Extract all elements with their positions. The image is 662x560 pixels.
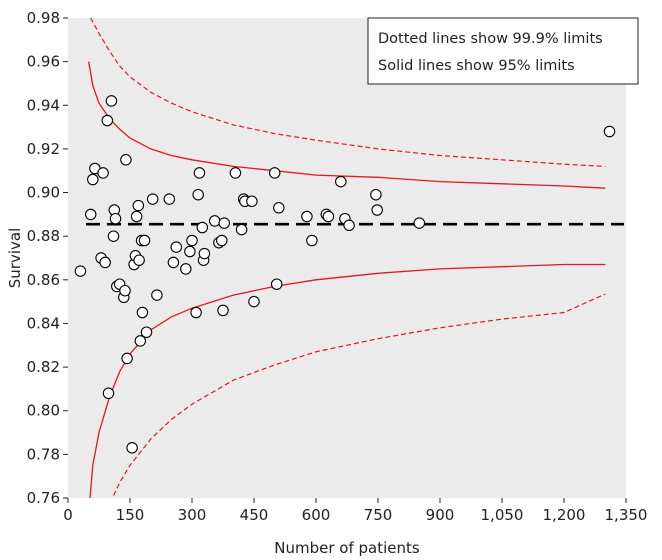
y-tick-label: 0.92 (27, 140, 60, 158)
data-point (218, 217, 230, 229)
data-point (322, 210, 335, 223)
data-point (335, 175, 347, 188)
y-tick-label: 0.90 (27, 184, 60, 202)
legend-box (367, 17, 639, 85)
lower-95-limit-line (89, 263, 606, 498)
data-point (121, 352, 133, 365)
data-point (99, 256, 111, 269)
data-point (193, 167, 206, 179)
data-point (208, 215, 221, 227)
x-axis-label: Number of patients (274, 539, 420, 557)
y-tick-label: 0.84 (27, 314, 60, 332)
data-point (301, 210, 313, 223)
data-point (246, 195, 258, 208)
y-tick-label: 0.96 (27, 53, 60, 71)
data-point (217, 304, 229, 317)
legend: Dotted lines show 99.9% limits Solid lin… (367, 17, 639, 85)
x-tick-label: 300 (178, 506, 207, 524)
data-point (126, 442, 138, 454)
x-tick-label: 750 (364, 506, 393, 524)
data-point (138, 234, 151, 247)
data-point (371, 204, 383, 216)
data-point (603, 125, 616, 138)
y-tick-label: 0.86 (27, 271, 60, 289)
data-point (216, 234, 228, 247)
x-tick-label: 1,350 (605, 506, 648, 524)
data-point (130, 210, 143, 223)
y-tick-label: 0.98 (27, 9, 60, 27)
data-point (186, 234, 198, 247)
data-point (102, 387, 115, 400)
control-limits (88, 18, 606, 498)
data-point (180, 263, 192, 275)
data-point (163, 193, 176, 205)
data-point (74, 265, 87, 277)
lower-999-limit-line (111, 293, 606, 498)
data-point (97, 167, 109, 179)
data-point (343, 219, 355, 232)
data-point (248, 295, 260, 308)
data-point (120, 154, 132, 166)
x-tick-label: 600 (302, 506, 331, 524)
data-point (184, 245, 196, 258)
data-point (140, 326, 153, 338)
data-point (196, 221, 209, 234)
data-point (413, 217, 426, 229)
upper-999-limit-line (90, 18, 606, 167)
data-point (134, 335, 147, 347)
data-point (105, 95, 118, 107)
upper-95-limit-line (88, 61, 606, 189)
y-tick-label: 0.78 (27, 445, 60, 463)
legend-text-95-limits: Solid lines show 95% limits (378, 58, 575, 74)
x-tick-label: 450 (240, 506, 269, 524)
data-point (170, 241, 183, 253)
data-point (370, 188, 382, 201)
data-point (146, 193, 159, 205)
data-point (306, 234, 318, 247)
data-point (107, 230, 120, 242)
data-point (190, 306, 202, 319)
x-tick-label: 150 (116, 506, 145, 524)
data-point (198, 247, 211, 260)
y-tick-label: 0.94 (27, 96, 60, 114)
data-point (167, 256, 180, 269)
y-tick-label: 0.76 (27, 489, 60, 507)
data-point (101, 114, 114, 127)
data-point (268, 167, 281, 179)
x-tick-label: 0 (63, 506, 73, 524)
data-point (235, 223, 248, 236)
data-point (192, 188, 204, 201)
y-tick-label: 0.88 (27, 227, 60, 245)
data-point (119, 284, 131, 297)
data-point (84, 208, 97, 221)
legend-text-999-limits: Dotted lines show 99.9% limits (378, 31, 603, 47)
plot-background (68, 18, 626, 498)
data-point (87, 173, 99, 186)
data-points (74, 95, 616, 454)
data-point (273, 202, 285, 214)
data-point (109, 212, 122, 225)
y-axis-label: Survival (6, 228, 24, 288)
data-point (270, 278, 283, 290)
data-point (133, 254, 145, 266)
x-tick-label: 1,200 (543, 506, 586, 524)
y-tick-label: 0.80 (27, 402, 60, 420)
x-tick-label: 1,050 (481, 506, 524, 524)
data-point (151, 289, 163, 301)
data-point (132, 199, 145, 212)
y-tick-label: 0.82 (27, 358, 60, 376)
data-point (136, 306, 149, 319)
x-tick-label: 900 (426, 506, 455, 524)
data-point (229, 167, 242, 179)
axes: 0 150 300 450 600 750 900 1,050 1,200 1,350 0.76 0.… (27, 9, 648, 524)
